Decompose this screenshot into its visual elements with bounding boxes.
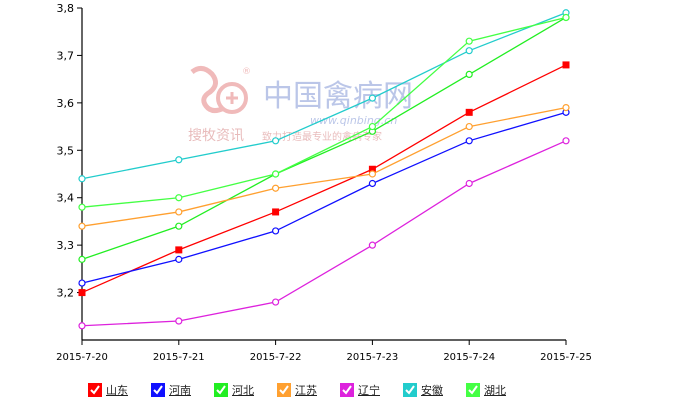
series-5: [78, 137, 570, 330]
watermark-slogan: 致力打造最专业的禽病专家: [262, 130, 382, 143]
data-point[interactable]: [368, 179, 376, 188]
data-point[interactable]: [175, 156, 183, 164]
legend-item-2[interactable]: 河南: [151, 382, 191, 398]
checkbox-icon: [340, 383, 354, 397]
data-point[interactable]: [368, 241, 376, 249]
data-point[interactable]: [78, 222, 86, 230]
y-tick-label: 3,7: [57, 49, 75, 62]
data-point[interactable]: [465, 108, 473, 116]
chart-legend: 山东 河南 河北 江苏 辽宁 安徽 湖北: [88, 380, 529, 400]
chart-axes: 3,2 3,3 3,4 3,5 3,6 3,7 3,8 2015-7-20 2015-7-21 2…: [56, 2, 592, 363]
y-tick-label: 3,5: [57, 144, 75, 157]
data-point[interactable]: [465, 37, 473, 45]
series-line: [81, 64, 567, 294]
y-tick-label: 3,4: [57, 192, 75, 205]
checkbox-icon: [466, 383, 480, 397]
x-tick-label: 2015-7-20: [56, 352, 108, 363]
x-tick-label: 2015-7-21: [153, 352, 205, 363]
checkbox-icon: [277, 383, 291, 397]
data-point[interactable]: [175, 317, 183, 325]
series-4: [78, 103, 570, 230]
y-tick-label: 3,2: [57, 287, 75, 300]
data-point[interactable]: [78, 289, 86, 297]
data-point[interactable]: [272, 170, 280, 178]
series-7: [78, 13, 570, 211]
series-1: [78, 61, 570, 297]
data-point[interactable]: [562, 13, 570, 22]
data-point[interactable]: [78, 255, 86, 263]
data-point[interactable]: [562, 61, 570, 69]
checkbox-icon: [88, 383, 102, 397]
data-point[interactable]: [465, 179, 473, 188]
data-point[interactable]: [368, 165, 376, 173]
data-point[interactable]: [175, 208, 183, 216]
x-tick-label: 2015-7-22: [250, 352, 302, 363]
data-point[interactable]: [465, 70, 473, 79]
x-tick-label: 2015-7-24: [443, 352, 495, 363]
data-point[interactable]: [272, 184, 280, 192]
legend-label: 山东: [106, 384, 128, 397]
data-point[interactable]: [272, 137, 280, 145]
series-line: [81, 16, 567, 208]
series-line: [81, 111, 567, 284]
data-point[interactable]: [465, 122, 473, 131]
checkbox-icon: [214, 383, 228, 397]
data-point[interactable]: [78, 279, 86, 287]
data-point[interactable]: [78, 175, 86, 183]
legend-label: 安徽: [421, 384, 443, 397]
watermark-registered: ®: [242, 67, 251, 77]
legend-label: 湖北: [484, 384, 506, 397]
checkbox-icon: [403, 383, 417, 397]
data-point[interactable]: [175, 255, 183, 263]
legend-item-6[interactable]: 安徽: [403, 382, 443, 398]
series-line: [81, 16, 567, 260]
data-point[interactable]: [368, 122, 376, 131]
data-point[interactable]: [175, 246, 183, 254]
legend-item-4[interactable]: 江苏: [277, 382, 317, 398]
data-point[interactable]: [272, 298, 280, 306]
y-tick-label: 3,6: [57, 97, 75, 110]
legend-label: 河南: [169, 384, 191, 397]
legend-item-5[interactable]: 辽宁: [340, 382, 380, 398]
data-point[interactable]: [368, 94, 376, 102]
legend-item-3[interactable]: 河北: [214, 382, 254, 398]
data-point[interactable]: [368, 170, 376, 178]
data-point[interactable]: [272, 227, 280, 235]
chart-series: [78, 9, 570, 330]
watermark-site-name: 中国禽病网: [263, 79, 413, 114]
y-tick-label: 3,3: [57, 239, 75, 252]
legend-label: 河北: [232, 384, 254, 397]
checkbox-icon: [151, 383, 165, 397]
y-tick-label: 3,8: [57, 2, 75, 15]
watermark-logo: [190, 66, 248, 114]
watermark-logo-text: 搜牧资讯: [188, 128, 244, 144]
legend-item-1[interactable]: 山东: [88, 382, 128, 398]
data-point[interactable]: [465, 47, 473, 55]
data-point[interactable]: [465, 137, 473, 145]
x-tick-label: 2015-7-25: [540, 352, 592, 363]
legend-item-7[interactable]: 湖北: [466, 382, 506, 398]
data-point[interactable]: [562, 103, 570, 112]
legend-label: 江苏: [295, 384, 317, 397]
data-point[interactable]: [175, 194, 183, 202]
data-point[interactable]: [272, 208, 280, 216]
series-line: [81, 106, 567, 227]
series-6: [78, 9, 570, 183]
data-point[interactable]: [78, 322, 86, 330]
watermark: ® 中国禽病网 www.qinbing.cn 搜牧资讯 致力打造最专业的禽病专家: [188, 66, 413, 144]
series-line: [81, 12, 567, 180]
legend-label: 辽宁: [358, 384, 380, 397]
series-line: [81, 140, 567, 327]
data-point[interactable]: [78, 203, 86, 211]
data-point[interactable]: [562, 137, 570, 145]
x-tick-label: 2015-7-23: [347, 352, 399, 363]
data-point[interactable]: [175, 222, 183, 230]
